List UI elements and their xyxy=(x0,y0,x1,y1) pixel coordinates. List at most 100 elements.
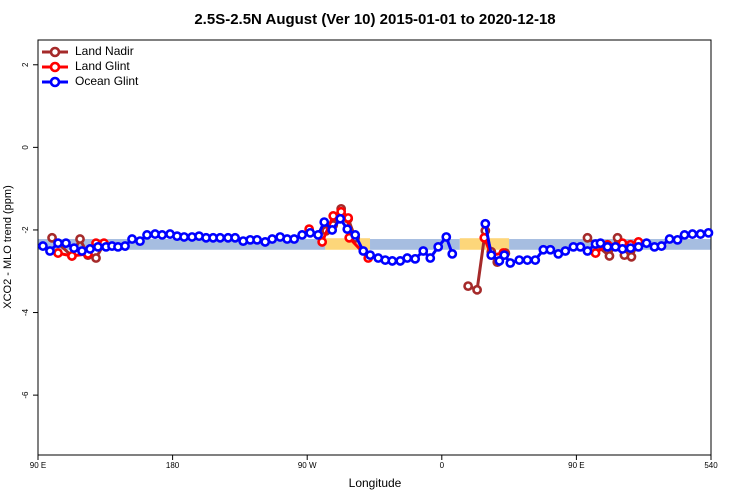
point xyxy=(604,251,615,261)
x-tick-label: 90 E xyxy=(30,461,46,470)
point xyxy=(494,256,505,266)
point xyxy=(602,241,613,252)
legend-marker xyxy=(49,46,61,58)
point xyxy=(582,232,593,243)
point xyxy=(157,230,168,240)
point xyxy=(664,234,675,244)
point xyxy=(230,232,241,243)
point xyxy=(595,238,606,249)
point xyxy=(343,213,354,223)
point xyxy=(679,230,690,240)
x-tick-label: 90 E xyxy=(568,461,584,470)
x-tick-label: 180 xyxy=(166,461,180,470)
point xyxy=(142,230,152,240)
point xyxy=(560,246,571,256)
point xyxy=(387,256,398,266)
point xyxy=(425,253,436,263)
point xyxy=(641,238,652,249)
point xyxy=(267,234,278,244)
y-tick-label: -4 xyxy=(21,308,30,316)
point xyxy=(297,230,308,240)
point xyxy=(335,213,346,224)
point xyxy=(38,241,48,251)
point xyxy=(67,251,77,261)
x-tick-label: 90 W xyxy=(298,461,317,470)
chart-title: 2.5S-2.5N August (Ver 10) 2015-01-01 to … xyxy=(194,11,555,28)
point xyxy=(215,232,226,243)
point xyxy=(402,253,413,263)
point xyxy=(317,237,328,247)
point xyxy=(77,246,87,256)
point xyxy=(350,230,361,240)
point xyxy=(410,253,421,264)
point xyxy=(85,244,95,254)
point xyxy=(687,229,698,239)
point xyxy=(120,241,130,251)
band xyxy=(325,238,371,250)
point xyxy=(695,229,706,239)
legend-label: Land Glint xyxy=(75,59,130,73)
point xyxy=(514,255,525,265)
point xyxy=(342,224,353,235)
point xyxy=(703,227,714,238)
point xyxy=(305,227,316,238)
point xyxy=(135,236,145,246)
point xyxy=(53,248,63,258)
x-tick-label: 0 xyxy=(440,461,445,470)
y-axis-label: XCO2 - MLO trend (ppm) xyxy=(2,185,14,308)
point xyxy=(472,284,482,295)
point xyxy=(358,246,369,256)
point xyxy=(319,217,330,228)
point xyxy=(75,234,85,244)
point xyxy=(625,243,636,254)
point xyxy=(47,232,57,243)
point xyxy=(480,218,491,229)
point xyxy=(617,244,628,254)
legend-label: Land Nadir xyxy=(75,44,134,58)
legend-marker xyxy=(49,61,61,73)
point xyxy=(45,246,55,256)
point xyxy=(365,250,376,261)
band xyxy=(370,239,460,250)
band xyxy=(38,239,326,250)
point xyxy=(441,232,452,242)
point xyxy=(289,234,300,244)
y-tick-label: 0 xyxy=(21,145,30,150)
point xyxy=(582,246,593,256)
x-axis-label: Longitude xyxy=(349,476,402,490)
point xyxy=(418,246,429,256)
point xyxy=(313,230,324,240)
point xyxy=(672,234,683,245)
point xyxy=(127,234,137,244)
point xyxy=(590,248,601,258)
y-tick-label: 2 xyxy=(21,62,30,67)
point xyxy=(327,225,338,235)
point xyxy=(505,258,516,268)
point xyxy=(545,244,556,255)
point xyxy=(91,253,101,263)
point xyxy=(633,241,644,252)
point xyxy=(522,255,533,265)
point xyxy=(433,241,444,252)
y-tick-label: -2 xyxy=(21,226,30,234)
y-tick-label: -6 xyxy=(21,391,30,399)
point xyxy=(252,234,262,245)
point xyxy=(486,250,497,261)
point xyxy=(53,238,63,249)
point xyxy=(575,241,586,252)
point xyxy=(463,281,474,292)
point xyxy=(69,243,79,254)
point xyxy=(179,232,190,242)
point xyxy=(499,250,510,261)
point xyxy=(93,241,103,252)
point xyxy=(61,238,71,249)
x-tick-label: 540 xyxy=(704,461,718,470)
point xyxy=(530,255,541,265)
point xyxy=(626,251,637,262)
legend-label: Ocean Glint xyxy=(75,74,139,88)
point xyxy=(656,241,667,251)
point xyxy=(447,249,458,259)
legend-marker xyxy=(49,76,61,88)
